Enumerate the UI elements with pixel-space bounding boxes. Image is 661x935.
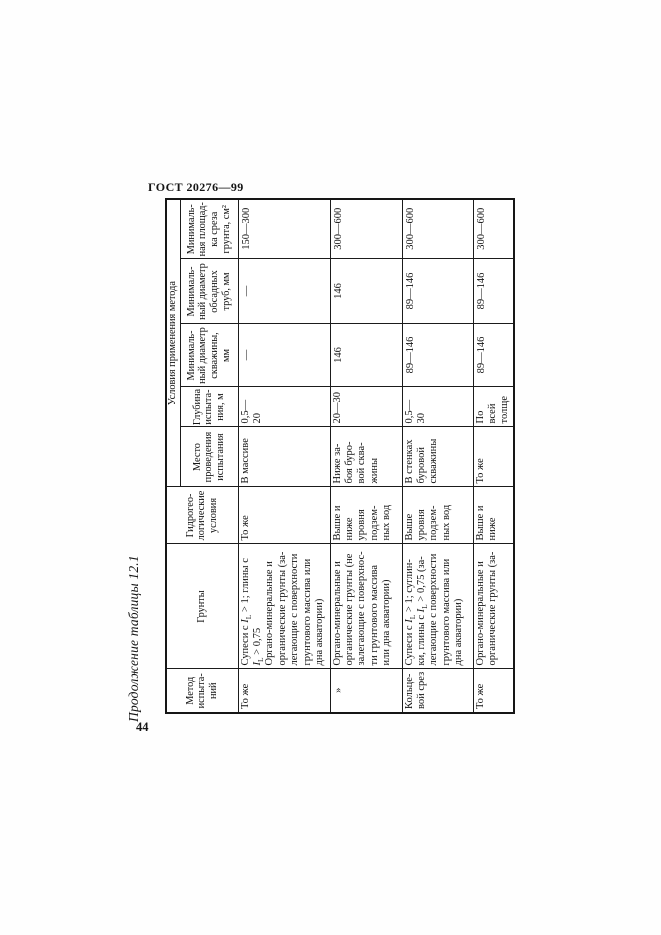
header-method: Метод испыта-ний [166, 669, 238, 713]
cell-depth: 0,5—20 [238, 387, 330, 427]
header-hydro: Гидрогео-логические условия [166, 487, 238, 544]
table-row: То же Органо-минеральные и органические г… [473, 198, 514, 713]
rotated-table-block: Продолжение таблицы 12.1 Метод испыта-ний… [126, 197, 515, 722]
cell-soils: Супеси с IL > 1; суглин-ки, глины с IL >… [402, 544, 473, 669]
cell-hydro: То же [238, 487, 330, 544]
header-depth: Глубина испыта-ния, м [180, 387, 238, 427]
table-row: » Органо-минеральные и органические грунт… [330, 198, 402, 713]
cell-place: В стенках буровой скважины [402, 427, 473, 487]
cell-method: То же [238, 669, 330, 713]
cell-depth: 0,5—30 [402, 387, 473, 427]
cell-borehole-diameter: 146 [330, 324, 402, 387]
cell-casing-diameter: 146 [330, 259, 402, 324]
page-number: 44 [136, 720, 149, 734]
cell-shear-area: 300—600 [473, 198, 514, 259]
table-row: Кольце-вой срез Супеси с IL > 1; суглин-… [402, 198, 473, 713]
cell-shear-area: 300—600 [402, 198, 473, 259]
cell-soils: Органо-минеральные и органические грунты … [473, 544, 514, 669]
cell-borehole-diameter: 89—146 [402, 324, 473, 387]
soil-test-methods-table: Метод испыта-ний Грунты Гидрогео-логическ… [165, 197, 515, 714]
cell-casing-diameter: 89—146 [473, 259, 514, 324]
cell-hydro: Выше и ниже уровня подзем-ных вод [330, 487, 402, 544]
cell-borehole-diameter: 89—146 [473, 324, 514, 387]
cell-method: Кольце-вой срез [402, 669, 473, 713]
cell-place: То же [473, 427, 514, 487]
table-caption: Продолжение таблицы 12.1 [126, 555, 141, 722]
cell-soils: Органо-минеральные и органические грунты … [330, 544, 402, 669]
header-place: Место проведения испытания [180, 427, 238, 487]
cell-place: В массиве [238, 427, 330, 487]
cell-depth: По всей толще [473, 387, 514, 427]
cell-hydro: Выше уровня подзем-ных вод [402, 487, 473, 544]
cell-casing-diameter: 89—146 [402, 259, 473, 324]
cell-hydro: Выше и ниже [473, 487, 514, 544]
cell-shear-area: 150—300 [238, 198, 330, 259]
standard-designation: ГОСТ 20276—99 [148, 180, 244, 194]
cell-borehole-diameter: — [238, 324, 330, 387]
cell-place: Ниже за-боя буро-вой сква-жины [330, 427, 402, 487]
table-row: То же Супеси с IL > 1; глины с IL > 0,75 О… [238, 198, 330, 713]
cell-depth: 20—30 [330, 387, 402, 427]
cell-shear-area: 300—600 [330, 198, 402, 259]
header-conditions-group: Условия применения метода [166, 198, 180, 487]
cell-method: » [330, 669, 402, 713]
header-shear-area: Минималь-ная площад-ка среза грунта, см² [180, 198, 238, 259]
header-borehole-diameter: Минималь-ный диаметр скважины, мм [180, 324, 238, 387]
header-casing-diameter: Минималь-ный диаметр обсадных труб, мм [180, 259, 238, 324]
header-soils: Грунты [166, 544, 238, 669]
cell-method: То же [473, 669, 514, 713]
cell-casing-diameter: — [238, 259, 330, 324]
cell-soils: Супеси с IL > 1; глины с IL > 0,75 Органо-… [238, 544, 330, 669]
